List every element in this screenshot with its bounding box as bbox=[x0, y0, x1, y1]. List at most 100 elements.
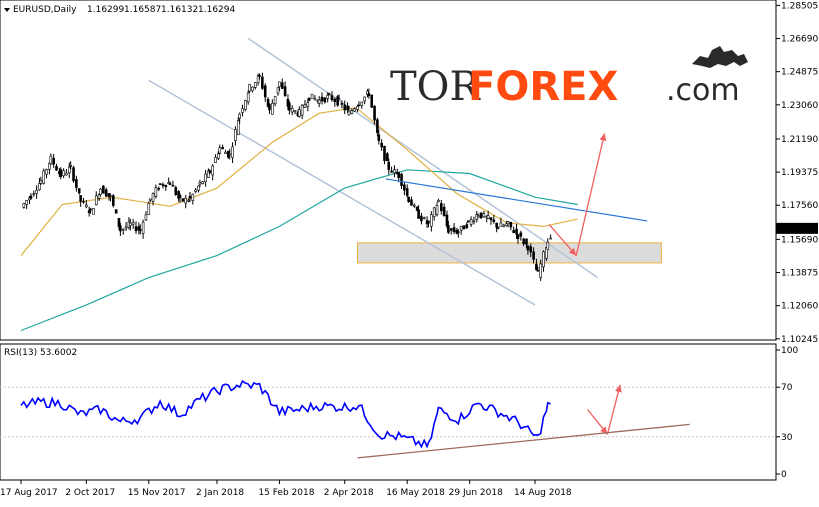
candle bbox=[174, 185, 178, 196]
candle bbox=[271, 99, 274, 115]
candle bbox=[184, 194, 188, 209]
candle bbox=[546, 238, 550, 250]
candle-body bbox=[94, 195, 98, 206]
candle-body bbox=[495, 222, 498, 228]
candle-body bbox=[535, 263, 538, 271]
candle bbox=[539, 259, 542, 281]
candle bbox=[198, 179, 202, 188]
candle bbox=[522, 237, 525, 247]
candle bbox=[373, 105, 376, 125]
candle-body bbox=[228, 153, 232, 156]
time-tick-label: 15 Feb 2018 bbox=[258, 488, 314, 498]
resistance-trendline bbox=[385, 178, 648, 222]
candle-body bbox=[347, 110, 351, 116]
candle bbox=[89, 207, 92, 214]
candle bbox=[109, 193, 112, 202]
candle bbox=[35, 185, 38, 199]
price-tick-label: 1.26690 bbox=[781, 35, 818, 45]
candle-body bbox=[236, 120, 240, 136]
price-tick-label: 1.13875 bbox=[781, 269, 818, 279]
candle-body bbox=[489, 217, 493, 221]
candle bbox=[138, 224, 142, 235]
candle-body bbox=[214, 156, 217, 163]
candle-body bbox=[512, 230, 516, 233]
candle bbox=[268, 103, 271, 114]
candle bbox=[94, 191, 98, 206]
rsi-tick-label: 100 bbox=[781, 346, 798, 356]
candle bbox=[516, 233, 520, 244]
candle bbox=[449, 228, 453, 235]
candle bbox=[445, 210, 449, 229]
candle bbox=[141, 219, 145, 239]
candle bbox=[49, 153, 53, 166]
candle bbox=[437, 198, 440, 203]
candle bbox=[330, 91, 334, 102]
candle-body bbox=[164, 184, 168, 188]
candle-body bbox=[181, 198, 185, 202]
candle bbox=[157, 186, 161, 192]
candle bbox=[234, 126, 237, 146]
candle bbox=[32, 190, 36, 197]
candle-body bbox=[545, 247, 548, 259]
candle bbox=[25, 199, 28, 210]
candle bbox=[147, 201, 151, 215]
candle bbox=[383, 145, 386, 165]
price-tag: 1.16294 bbox=[776, 222, 818, 235]
candle bbox=[367, 88, 371, 99]
candle-body bbox=[437, 200, 440, 202]
candle-body bbox=[124, 226, 128, 229]
candle-body bbox=[79, 195, 82, 202]
candle bbox=[207, 168, 210, 178]
candle-body bbox=[376, 119, 379, 133]
header-triangle-icon bbox=[4, 8, 10, 12]
candle bbox=[377, 129, 381, 145]
candle bbox=[545, 246, 548, 262]
candle bbox=[134, 221, 138, 234]
candle bbox=[29, 193, 33, 200]
candle bbox=[283, 81, 287, 97]
candle-body bbox=[442, 206, 446, 217]
symbol-label: EURUSD,Daily bbox=[13, 5, 77, 15]
candle-body bbox=[258, 75, 261, 77]
candle bbox=[519, 230, 523, 241]
candle-body bbox=[77, 188, 81, 194]
candle-body bbox=[350, 110, 354, 114]
candle bbox=[194, 188, 197, 194]
candle bbox=[317, 96, 321, 108]
candle bbox=[67, 162, 71, 179]
candle bbox=[515, 223, 518, 239]
candle-body bbox=[49, 155, 53, 165]
candle-body bbox=[67, 166, 71, 174]
last-price-tag bbox=[776, 222, 818, 234]
candle bbox=[102, 185, 105, 194]
candle-body bbox=[32, 193, 36, 196]
candle-body bbox=[89, 208, 92, 211]
candle bbox=[417, 205, 420, 219]
candle-body bbox=[104, 189, 108, 197]
candle-body bbox=[337, 98, 341, 101]
candle-body bbox=[320, 96, 324, 102]
candle bbox=[246, 90, 250, 105]
candle-body bbox=[445, 214, 449, 227]
candle bbox=[214, 154, 217, 163]
candle-body bbox=[422, 217, 426, 219]
candle-body bbox=[313, 98, 317, 101]
candle-body bbox=[465, 224, 469, 228]
rsi-tick-label: 0 bbox=[781, 470, 787, 480]
candle-body bbox=[330, 95, 334, 101]
price-tick-label: 1.24875 bbox=[781, 68, 818, 78]
candle-body bbox=[234, 129, 237, 141]
candle-body bbox=[22, 203, 26, 208]
candle-body bbox=[333, 98, 337, 103]
rsi-levels bbox=[0, 386, 776, 438]
candle bbox=[201, 181, 205, 185]
candle-body bbox=[25, 200, 28, 205]
candle bbox=[151, 192, 155, 206]
candle bbox=[261, 72, 264, 90]
candle-body bbox=[356, 105, 359, 110]
candle bbox=[278, 81, 281, 92]
logo-text-forex: FOREX bbox=[468, 64, 618, 110]
logo-text-com: .com bbox=[666, 73, 740, 108]
candle bbox=[244, 99, 247, 112]
candle bbox=[492, 214, 496, 224]
